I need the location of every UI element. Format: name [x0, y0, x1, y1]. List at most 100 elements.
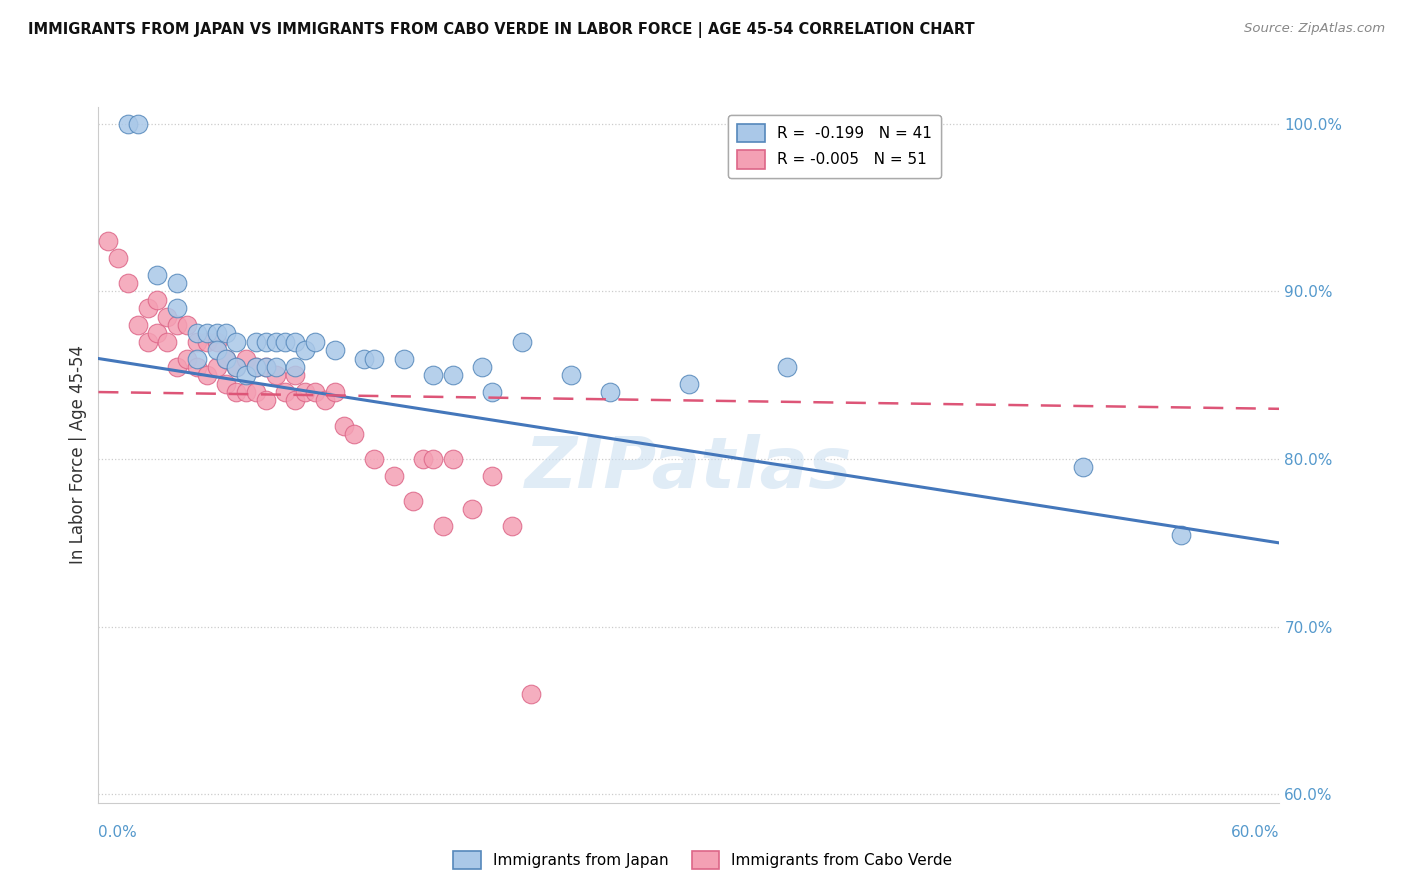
- Point: [294, 343, 316, 358]
- Point: [274, 385, 297, 400]
- Point: [117, 117, 139, 131]
- Point: [471, 359, 494, 374]
- Point: [314, 393, 336, 408]
- Point: [560, 368, 582, 383]
- Point: [186, 334, 208, 349]
- Point: [245, 359, 267, 374]
- Point: [353, 351, 375, 366]
- Point: [323, 385, 346, 400]
- Point: [363, 452, 385, 467]
- Point: [146, 268, 169, 282]
- Legend: R =  -0.199   N = 41, R = -0.005   N = 51: R = -0.199 N = 41, R = -0.005 N = 51: [728, 115, 941, 178]
- Point: [225, 359, 247, 374]
- Point: [195, 334, 218, 349]
- Point: [284, 334, 307, 349]
- Point: [235, 351, 257, 366]
- Point: [323, 343, 346, 358]
- Point: [363, 351, 385, 366]
- Point: [412, 452, 434, 467]
- Point: [343, 427, 366, 442]
- Text: ZIPatlas: ZIPatlas: [526, 434, 852, 503]
- Point: [205, 334, 228, 349]
- Point: [176, 318, 198, 332]
- Text: IMMIGRANTS FROM JAPAN VS IMMIGRANTS FROM CABO VERDE IN LABOR FORCE | AGE 45-54 C: IMMIGRANTS FROM JAPAN VS IMMIGRANTS FROM…: [28, 22, 974, 38]
- Legend: Immigrants from Japan, Immigrants from Cabo Verde: Immigrants from Japan, Immigrants from C…: [447, 845, 959, 875]
- Point: [205, 359, 228, 374]
- Point: [107, 251, 129, 265]
- Point: [599, 385, 621, 400]
- Point: [254, 359, 277, 374]
- Point: [402, 494, 425, 508]
- Y-axis label: In Labor Force | Age 45-54: In Labor Force | Age 45-54: [69, 345, 87, 565]
- Point: [776, 359, 799, 374]
- Point: [186, 326, 208, 341]
- Text: Source: ZipAtlas.com: Source: ZipAtlas.com: [1244, 22, 1385, 36]
- Point: [461, 502, 484, 516]
- Point: [146, 326, 169, 341]
- Point: [215, 376, 238, 391]
- Point: [235, 385, 257, 400]
- Point: [264, 334, 287, 349]
- Text: 60.0%: 60.0%: [1232, 825, 1279, 840]
- Point: [392, 351, 415, 366]
- Point: [146, 293, 169, 307]
- Point: [1170, 527, 1192, 541]
- Point: [166, 359, 188, 374]
- Point: [225, 359, 247, 374]
- Point: [1071, 460, 1094, 475]
- Point: [215, 351, 238, 366]
- Point: [215, 351, 238, 366]
- Point: [501, 519, 523, 533]
- Point: [245, 334, 267, 349]
- Point: [304, 334, 326, 349]
- Point: [166, 318, 188, 332]
- Point: [254, 334, 277, 349]
- Point: [245, 359, 267, 374]
- Point: [274, 334, 297, 349]
- Point: [304, 385, 326, 400]
- Point: [294, 385, 316, 400]
- Point: [136, 301, 159, 316]
- Point: [264, 368, 287, 383]
- Point: [422, 368, 444, 383]
- Point: [382, 468, 405, 483]
- Point: [245, 385, 267, 400]
- Point: [333, 418, 356, 433]
- Point: [510, 334, 533, 349]
- Point: [166, 276, 188, 290]
- Point: [441, 452, 464, 467]
- Point: [254, 359, 277, 374]
- Point: [136, 334, 159, 349]
- Point: [156, 334, 179, 349]
- Point: [186, 359, 208, 374]
- Point: [166, 301, 188, 316]
- Point: [205, 326, 228, 341]
- Point: [225, 334, 247, 349]
- Point: [481, 468, 503, 483]
- Point: [520, 687, 543, 701]
- Point: [117, 276, 139, 290]
- Point: [284, 393, 307, 408]
- Point: [127, 117, 149, 131]
- Text: 0.0%: 0.0%: [98, 825, 138, 840]
- Point: [422, 452, 444, 467]
- Point: [186, 351, 208, 366]
- Point: [205, 343, 228, 358]
- Point: [195, 326, 218, 341]
- Point: [225, 385, 247, 400]
- Point: [195, 368, 218, 383]
- Point: [97, 234, 120, 248]
- Point: [235, 368, 257, 383]
- Point: [176, 351, 198, 366]
- Point: [678, 376, 700, 391]
- Point: [284, 359, 307, 374]
- Point: [254, 393, 277, 408]
- Point: [264, 359, 287, 374]
- Point: [481, 385, 503, 400]
- Point: [215, 326, 238, 341]
- Point: [156, 310, 179, 324]
- Point: [284, 368, 307, 383]
- Point: [432, 519, 454, 533]
- Point: [127, 318, 149, 332]
- Point: [441, 368, 464, 383]
